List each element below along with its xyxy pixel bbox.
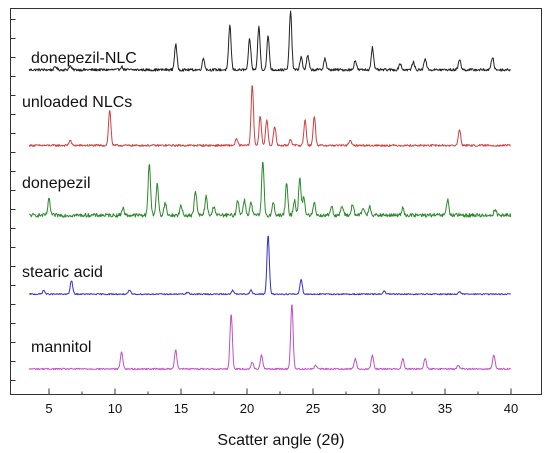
x-axis-title: Scatter angle (2θ) — [217, 432, 344, 449]
series-label: donepezil-NLC — [31, 50, 137, 67]
x-tick-label: 30 — [372, 401, 386, 416]
series-line — [28, 85, 511, 147]
x-axis-ticks: 5 10 15 20 25 30 35 40 — [45, 388, 518, 416]
plot-frame — [10, 8, 542, 395]
series-label: unloaded NLCs — [22, 94, 132, 111]
series-line — [28, 304, 512, 371]
x-tick-label: 10 — [108, 401, 122, 416]
left-ticks — [10, 19, 16, 381]
x-tick-label: 5 — [45, 401, 52, 416]
x-tick-label: 20 — [240, 401, 254, 416]
series-line — [28, 235, 512, 296]
x-tick-label: 35 — [438, 401, 452, 416]
x-tick-label: 25 — [306, 401, 320, 416]
series-line — [28, 10, 512, 72]
series-line — [29, 161, 512, 218]
x-tick-label: 15 — [174, 401, 188, 416]
series-label: stearic acid — [22, 264, 103, 281]
x-tick-label: 40 — [504, 401, 518, 416]
series-layer — [28, 10, 512, 371]
series-labels: donepezil-NLC unloaded NLCs donepezil stear… — [22, 50, 137, 356]
series-label: mannitol — [31, 339, 91, 356]
series-label: donepezil — [22, 175, 91, 192]
